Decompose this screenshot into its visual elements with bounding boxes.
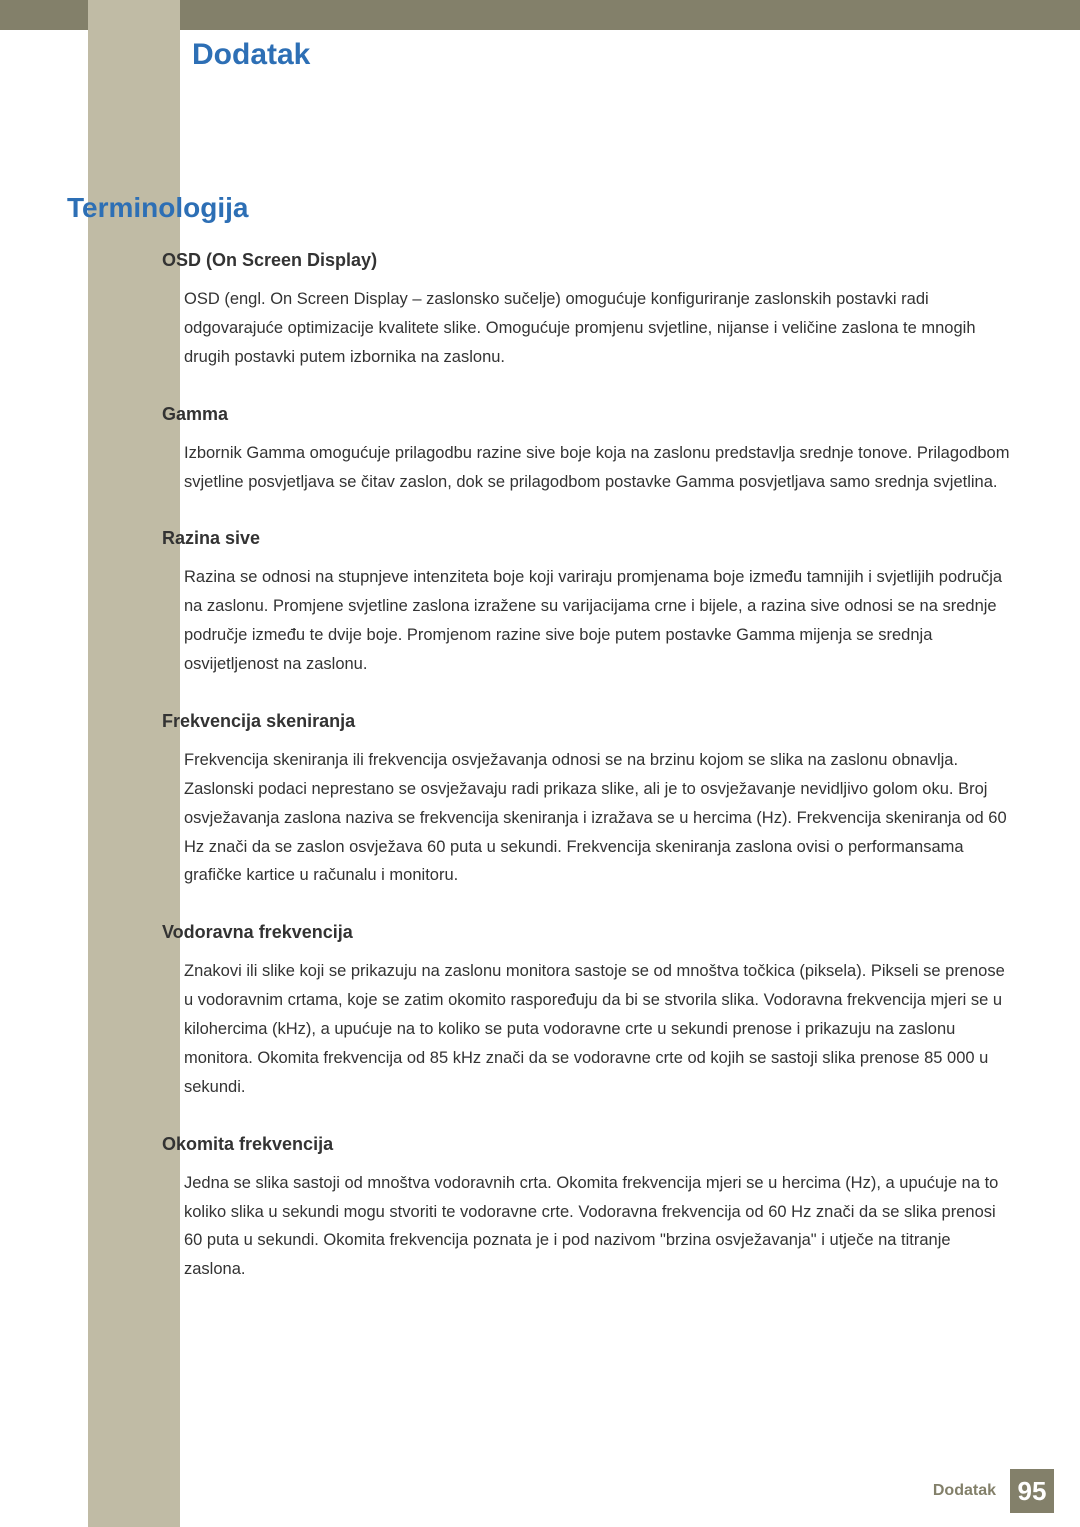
- document-page: Dodatak Terminologija OSD (On Screen Dis…: [0, 0, 1080, 1527]
- term-heading: Gamma: [162, 404, 1012, 425]
- term-heading: Frekvencija skeniranja: [162, 711, 1012, 732]
- terminology-content: OSD (On Screen Display) OSD (engl. On Sc…: [162, 250, 1012, 1284]
- chapter-title: Dodatak: [192, 38, 310, 72]
- term-body: OSD (engl. On Screen Display – zaslonsko…: [162, 285, 1012, 372]
- term-heading: Vodoravna frekvencija: [162, 922, 1012, 943]
- section-title: Terminologija: [67, 192, 249, 224]
- term-body: Izbornik Gamma omogućuje prilagodbu razi…: [162, 439, 1012, 497]
- term-body: Znakovi ili slike koji se prikazuju na z…: [162, 957, 1012, 1101]
- term-heading: OSD (On Screen Display): [162, 250, 1012, 271]
- term-body: Jedna se slika sastoji od mnoštva vodora…: [162, 1169, 1012, 1285]
- footer-chapter-label: Dodatak: [933, 1482, 996, 1500]
- term-body: Razina se odnosi na stupnjeve intenzitet…: [162, 563, 1012, 679]
- term-heading: Okomita frekvencija: [162, 1134, 1012, 1155]
- footer-page-number: 95: [1010, 1469, 1054, 1513]
- term-body: Frekvencija skeniranja ili frekvencija o…: [162, 746, 1012, 890]
- term-heading: Razina sive: [162, 528, 1012, 549]
- page-footer: Dodatak 95: [933, 1469, 1054, 1513]
